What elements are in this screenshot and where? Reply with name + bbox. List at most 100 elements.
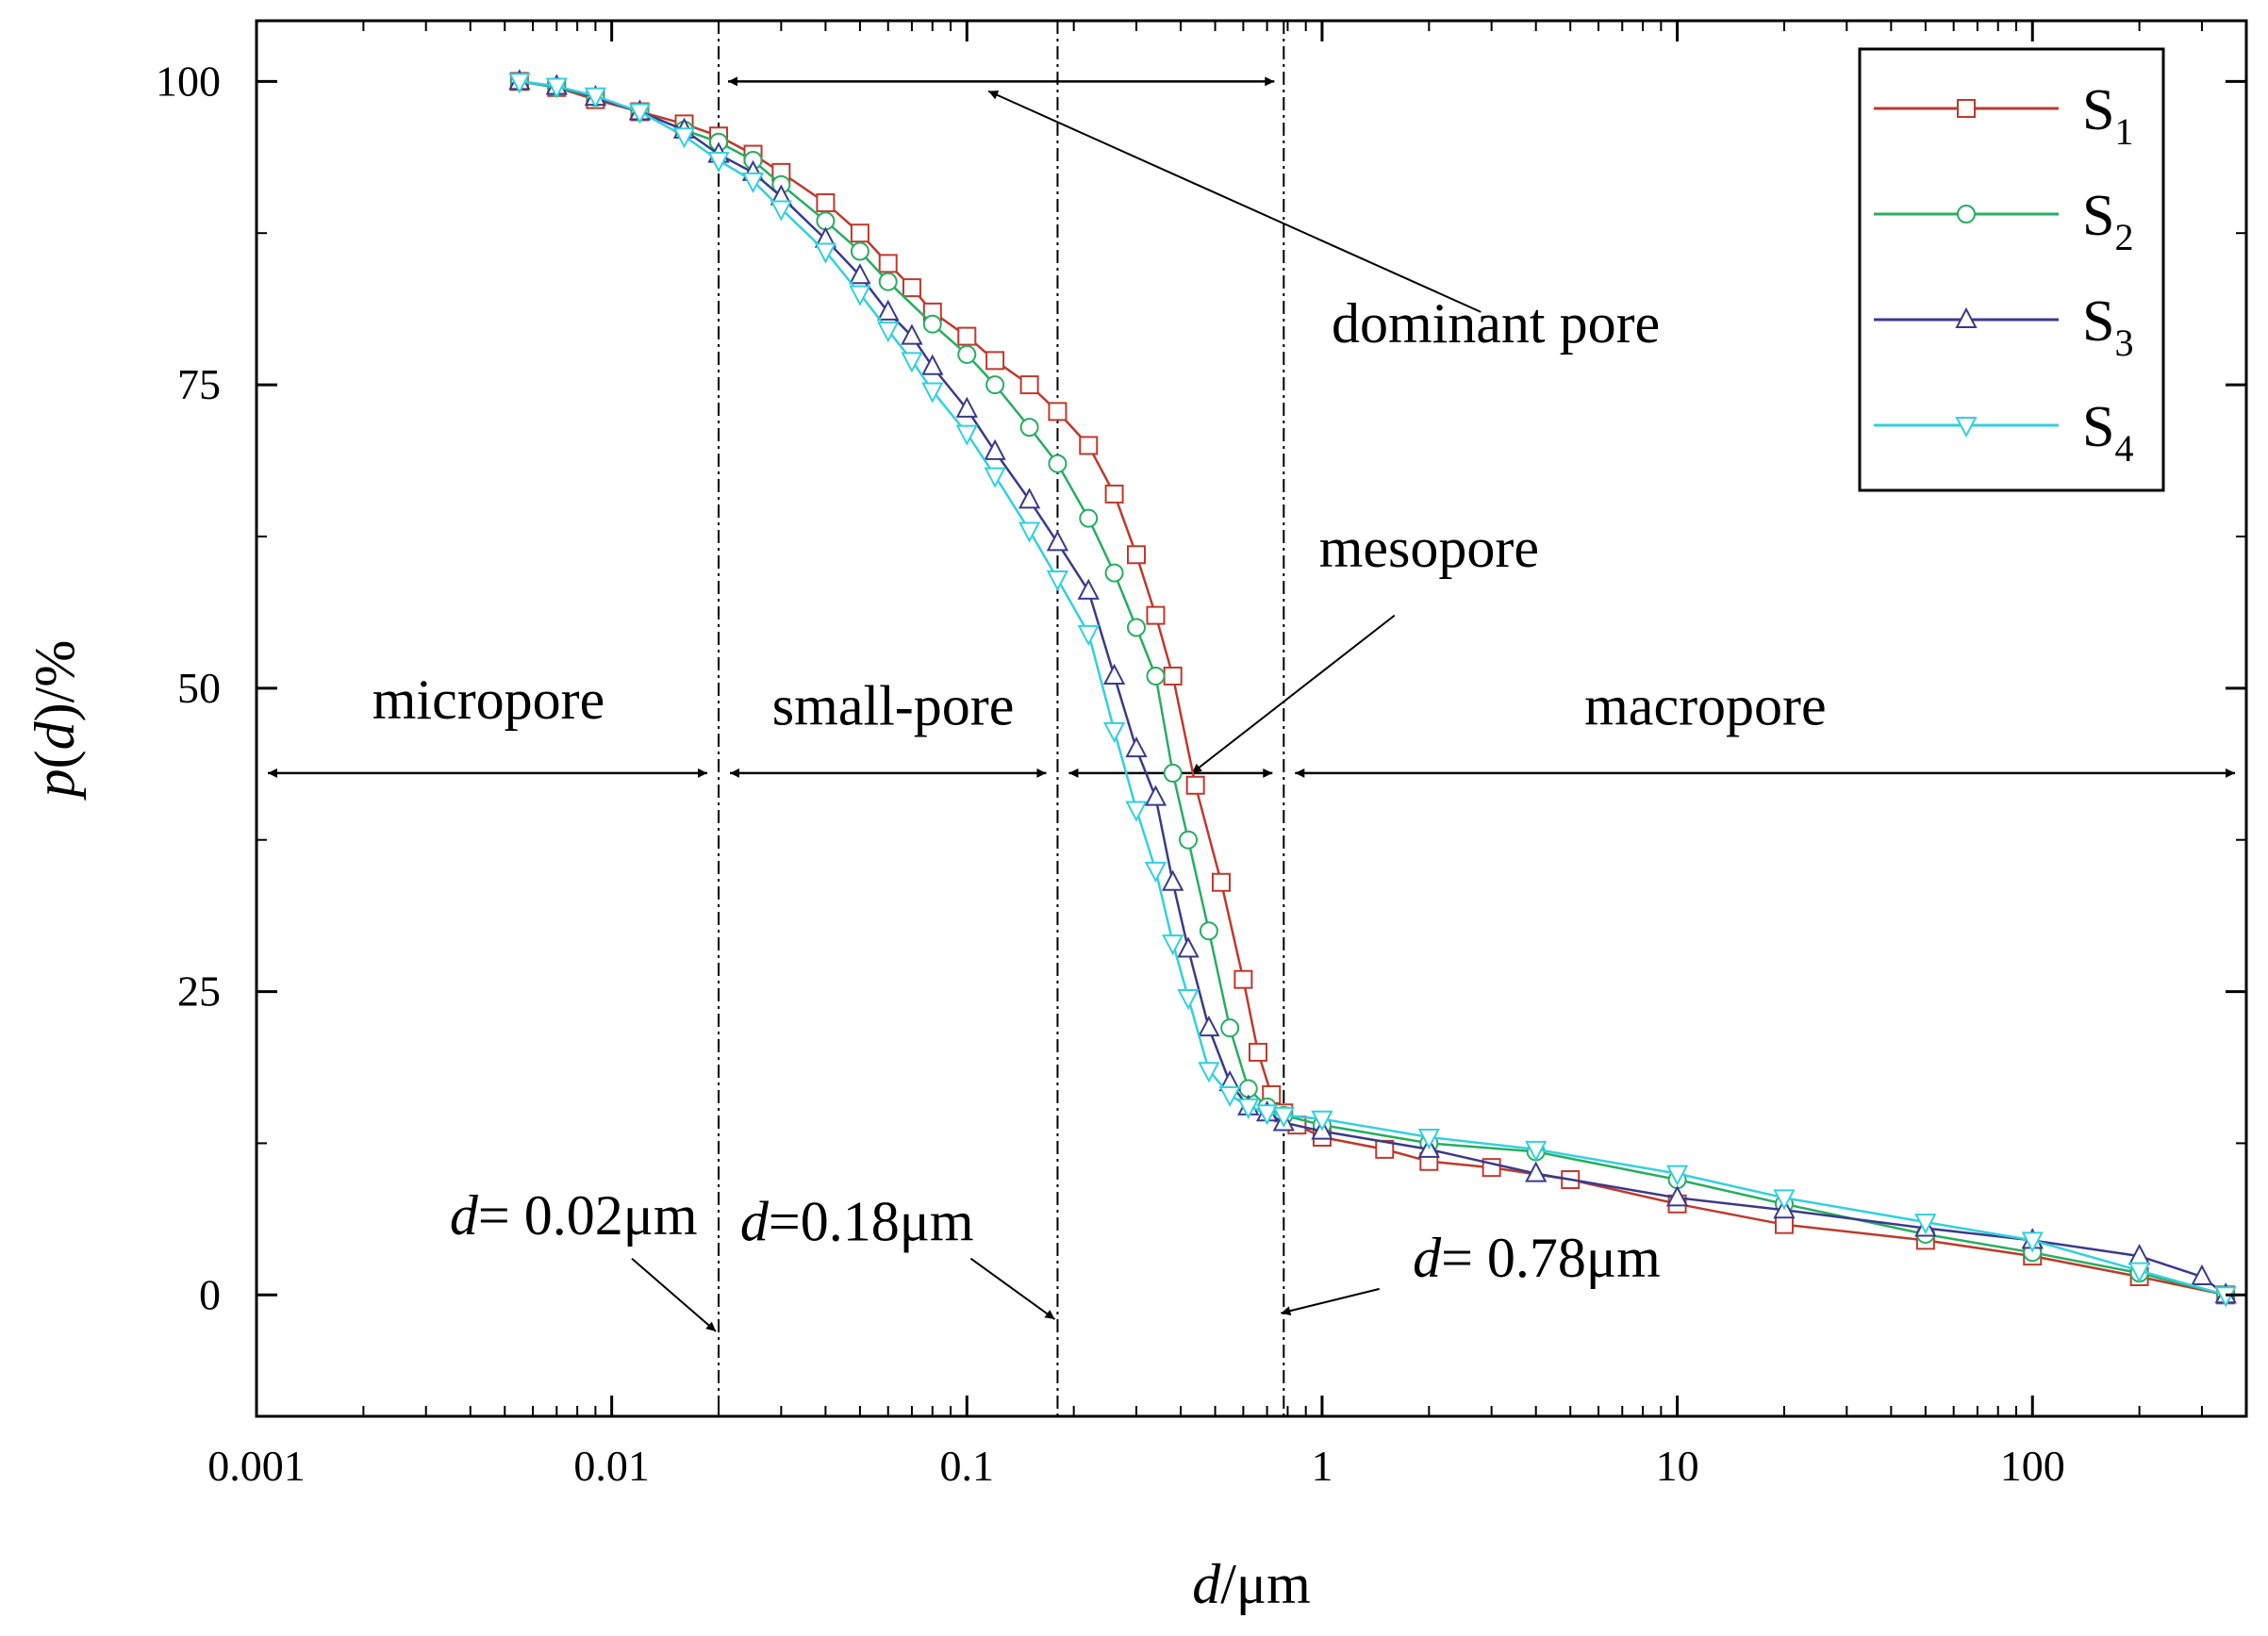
data-point — [877, 322, 900, 343]
plot-frame — [255, 19, 2248, 1418]
data-point — [1163, 763, 1183, 783]
data-point — [1146, 605, 1166, 625]
data-point — [1102, 721, 1126, 744]
data-point — [985, 351, 1005, 371]
region-label: micropore — [372, 669, 605, 731]
legend-label-main: S — [2082, 78, 2114, 142]
y-tick-label: 50 — [177, 664, 221, 712]
legend-label: S1 — [2082, 78, 2133, 153]
data-point — [1162, 869, 1184, 891]
data-point — [1048, 454, 1068, 473]
y-axis-title-open: ( — [24, 750, 86, 768]
legend-label-main: S — [2082, 184, 2114, 248]
y-tick-label: 0 — [199, 1270, 221, 1318]
data-point — [1914, 1214, 1937, 1235]
data-point — [1104, 563, 1124, 583]
data-point — [850, 223, 869, 243]
data-point — [545, 77, 568, 99]
data-point — [1211, 872, 1231, 892]
legend-label-sub: 4 — [2114, 427, 2133, 470]
data-point — [1774, 1215, 1794, 1234]
data-point — [1102, 663, 1126, 685]
data-point — [1144, 785, 1167, 806]
legend-marker — [1957, 99, 1976, 118]
boundary-pointer — [969, 1257, 1056, 1320]
boundary-label-value: = 0.02μm — [478, 1184, 698, 1247]
data-point — [1311, 1110, 1333, 1132]
data-point — [1199, 921, 1218, 941]
data-point — [1773, 1189, 1796, 1211]
data-point — [628, 103, 652, 124]
data-point — [1255, 1104, 1279, 1126]
boundary-label-value: =0.18μm — [769, 1190, 974, 1252]
region-label: mesopore — [1319, 517, 1539, 579]
data-point — [1046, 530, 1069, 552]
data-point — [878, 254, 898, 273]
data-point — [1198, 1062, 1220, 1083]
data-point — [672, 127, 696, 149]
data-point — [707, 152, 730, 174]
data-point — [1048, 402, 1068, 421]
data-point — [1104, 484, 1124, 504]
data-point — [955, 396, 978, 418]
data-point — [816, 193, 836, 213]
y-tick-label: 25 — [177, 967, 221, 1016]
boundary-pointer — [631, 1257, 717, 1332]
data-point — [2191, 1264, 2213, 1285]
data-point — [901, 352, 923, 373]
data-point — [921, 354, 944, 375]
x-axis-title-unit: /μm — [1220, 1553, 1311, 1615]
boundary-label: d= 0.02μm — [450, 1184, 698, 1247]
legend-box — [1858, 47, 2165, 492]
boundary-label-var: d — [740, 1190, 770, 1252]
data-point — [1127, 545, 1147, 565]
data-point — [1077, 578, 1100, 600]
legend-marker — [1955, 417, 1978, 438]
legend-label-sub: 1 — [2114, 110, 2133, 153]
data-point — [849, 285, 871, 306]
data-point — [1525, 1140, 1548, 1163]
x-tick-label: 0.1 — [940, 1442, 995, 1490]
legend-label: S4 — [2082, 395, 2133, 470]
legend-marker — [1955, 306, 1978, 328]
data-point — [1018, 521, 1041, 543]
x-axis-title-var: d — [1192, 1553, 1221, 1615]
data-point — [1018, 487, 1041, 509]
data-point — [955, 424, 978, 446]
data-point — [985, 375, 1005, 395]
y-axis-title-close: ) — [24, 702, 86, 721]
data-point — [1125, 736, 1148, 758]
data-point — [957, 326, 977, 346]
data-point — [1665, 1165, 1689, 1186]
x-tick-label: 100 — [2000, 1442, 2065, 1490]
data-point — [1248, 1042, 1267, 1062]
y-tick-label: 75 — [177, 360, 221, 408]
data-point — [814, 242, 837, 264]
y-axis-title-unit: /% — [24, 640, 86, 703]
boundary-label-value: = 0.78μm — [1441, 1227, 1661, 1289]
data-point — [1019, 375, 1039, 395]
data-point — [1046, 570, 1069, 592]
data-point — [1177, 936, 1200, 958]
boundary-label-var: d — [450, 1184, 479, 1247]
data-point — [1218, 1085, 1241, 1108]
data-point — [1077, 624, 1100, 647]
data-point — [984, 467, 1006, 488]
data-point — [1417, 1129, 1440, 1150]
dominant-pore-label: dominant pore — [1332, 292, 1660, 355]
x-axis-title: d/μm — [1192, 1553, 1311, 1615]
x-tick-label: 0.01 — [573, 1442, 650, 1490]
data-point — [922, 314, 942, 334]
data-point — [1177, 989, 1200, 1011]
data-point — [984, 438, 1006, 460]
data-point — [1146, 666, 1166, 686]
data-point — [878, 272, 898, 291]
legend-label-main: S — [2082, 289, 2114, 354]
data-point — [584, 87, 607, 108]
legend-label-sub: 2 — [2114, 216, 2133, 258]
data-point — [1272, 1106, 1295, 1128]
data-point — [2021, 1231, 2044, 1253]
legend-label-sub: 3 — [2114, 322, 2133, 364]
data-point — [1127, 618, 1147, 637]
